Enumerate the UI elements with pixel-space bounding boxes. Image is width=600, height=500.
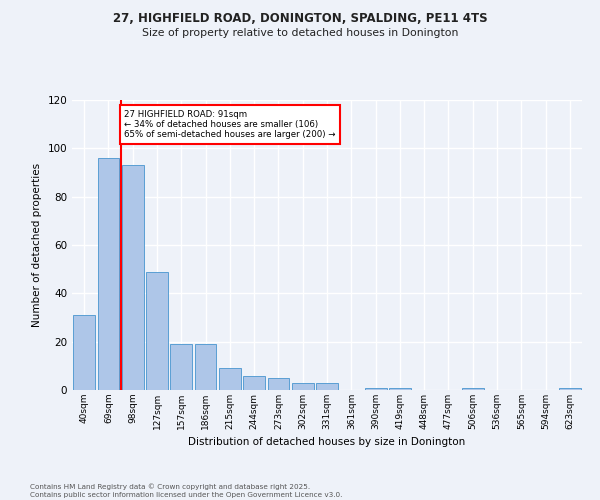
Text: Size of property relative to detached houses in Donington: Size of property relative to detached ho…: [142, 28, 458, 38]
Bar: [292, 383, 314, 390]
Bar: [170, 344, 192, 390]
Text: 27, HIGHFIELD ROAD, DONINGTON, SPALDING, PE11 4TS: 27, HIGHFIELD ROAD, DONINGTON, SPALDING,…: [113, 12, 487, 26]
Bar: [97, 158, 119, 390]
Y-axis label: Number of detached properties: Number of detached properties: [32, 163, 42, 327]
Text: Contains HM Land Registry data © Crown copyright and database right 2025.
Contai: Contains HM Land Registry data © Crown c…: [30, 484, 343, 498]
Bar: [194, 344, 217, 390]
Bar: [243, 376, 265, 390]
Bar: [365, 388, 386, 390]
Bar: [559, 388, 581, 390]
Bar: [146, 272, 168, 390]
Bar: [73, 315, 95, 390]
Bar: [462, 388, 484, 390]
Bar: [122, 166, 143, 390]
Bar: [268, 378, 289, 390]
Text: 27 HIGHFIELD ROAD: 91sqm
← 34% of detached houses are smaller (106)
65% of semi-: 27 HIGHFIELD ROAD: 91sqm ← 34% of detach…: [124, 110, 336, 140]
X-axis label: Distribution of detached houses by size in Donington: Distribution of detached houses by size …: [188, 438, 466, 448]
Bar: [219, 368, 241, 390]
Bar: [389, 388, 411, 390]
Bar: [316, 383, 338, 390]
